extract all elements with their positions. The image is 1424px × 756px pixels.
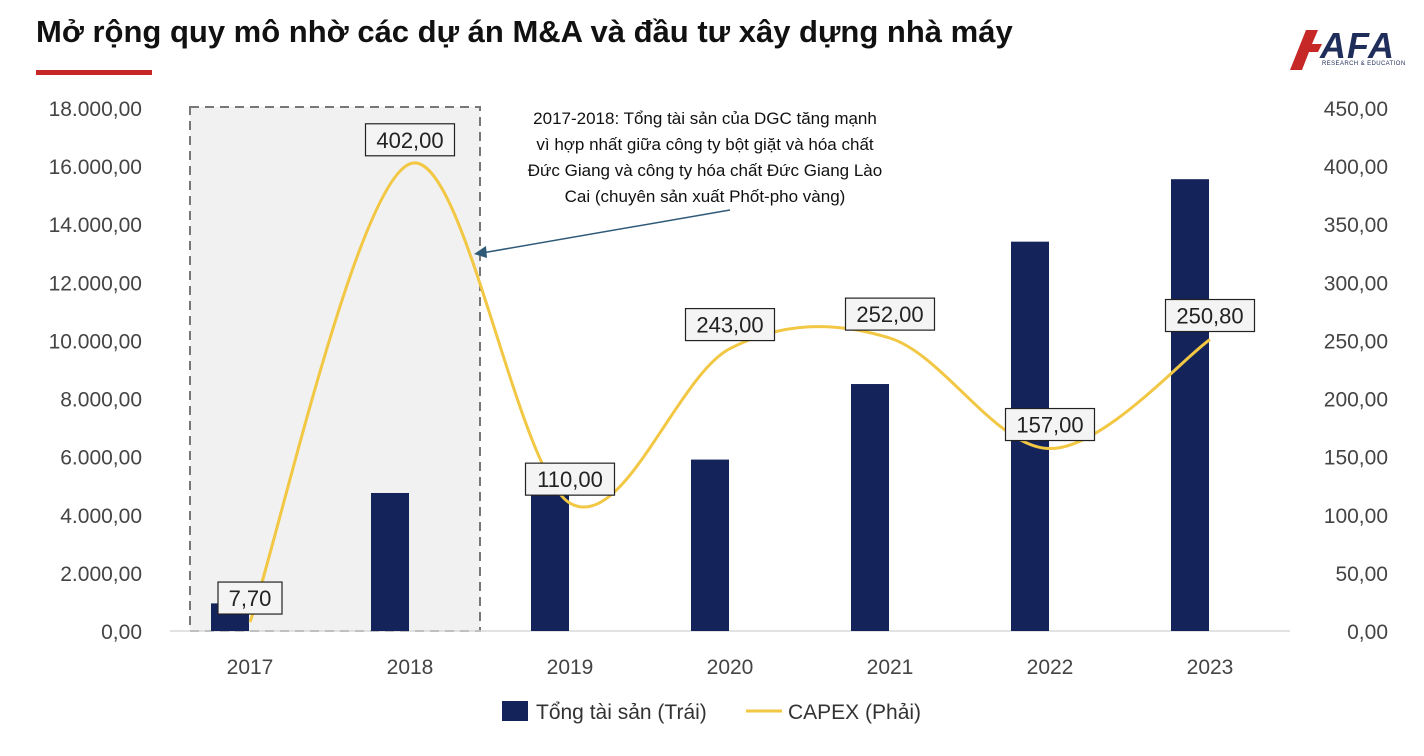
y-right-tick-label: 400,00 — [1324, 156, 1388, 179]
data-label-text: 250,80 — [1176, 304, 1243, 329]
y-left-tick-label: 10.000,00 — [49, 330, 142, 353]
data-label: 250,80 — [1164, 298, 1256, 333]
y-left-tick-label: 2.000,00 — [60, 563, 142, 586]
y-right-tick-label: 200,00 — [1324, 389, 1388, 412]
annotation-text: Đức Giang và công ty hóa chất Đức Giang … — [528, 161, 882, 180]
data-label-text: 243,00 — [696, 313, 763, 338]
data-label-text: 110,00 — [537, 467, 603, 492]
x-tick-label: 2023 — [1187, 656, 1234, 679]
data-label: 252,00 — [844, 297, 936, 331]
y-right-tick-label: 150,00 — [1324, 447, 1388, 470]
y-left-tick-label: 12.000,00 — [49, 272, 142, 295]
annotation-arrow-line — [481, 209, 731, 254]
data-label: 157,00 — [1004, 407, 1096, 442]
data-label-box — [364, 123, 456, 157]
data-label: 402,00 — [364, 123, 456, 157]
y-right-tick-label: 450,00 — [1324, 98, 1388, 121]
bar — [371, 492, 409, 631]
annotation-text: vì hợp nhất giữa công ty bột giặt và hóa… — [536, 135, 874, 154]
bar — [531, 491, 569, 631]
y-right-tick-label: 50,00 — [1335, 563, 1388, 586]
y-right-tick-label: 300,00 — [1324, 272, 1388, 295]
title-underline — [36, 70, 152, 75]
x-tick-label: 2018 — [387, 656, 434, 679]
x-tick-label: 2021 — [867, 656, 914, 679]
afa-logo-icon — [1290, 30, 1322, 70]
x-tick-label: 2020 — [707, 656, 754, 679]
y-right-tick-label: 0,00 — [1347, 621, 1388, 644]
highlight-box — [189, 106, 481, 632]
y-left-tick-label: 8.000,00 — [60, 389, 142, 412]
annotation-text: 2017-2018: Tổng tài sản của DGC tăng mạn… — [533, 109, 877, 128]
y-left-tick-label: 18.000,00 — [49, 98, 142, 121]
data-label-text: 402,00 — [376, 128, 443, 153]
y-right-tick-label: 250,00 — [1324, 330, 1388, 353]
bar — [1171, 179, 1209, 632]
data-label: 243,00 — [684, 307, 776, 342]
data-label-box — [524, 462, 616, 496]
bar — [851, 384, 889, 631]
data-label-text: 7,70 — [229, 586, 272, 611]
y-right-tick-label: 100,00 — [1324, 505, 1388, 528]
logo-text: AFA — [1320, 25, 1395, 66]
legend-bar-label: Tổng tài sản (Trái) — [536, 701, 707, 724]
bar — [691, 459, 729, 631]
data-label-box — [1004, 407, 1096, 442]
y-left-tick-label: 16.000,00 — [49, 156, 142, 179]
annotation-text: Cai (chuyên sản xuất Phốt-pho vàng) — [565, 187, 846, 206]
data-label-text: 157,00 — [1016, 413, 1083, 438]
annotation-arrowhead — [474, 246, 487, 258]
y-left-tick-label: 6.000,00 — [60, 447, 142, 470]
data-label-text: 252,00 — [856, 302, 923, 327]
data-label-box — [844, 297, 936, 331]
y-left-tick-label: 0,00 — [101, 621, 142, 644]
x-tick-label: 2017 — [227, 656, 274, 679]
data-label-box — [684, 307, 776, 342]
y-left-tick-label: 14.000,00 — [49, 214, 142, 237]
data-label-box — [217, 581, 283, 615]
chart-title: Mở rộng quy mô nhờ các dự án M&A và đầu … — [36, 14, 1013, 49]
data-label: 7,70 — [217, 581, 283, 615]
data-label: 110,00 — [524, 462, 616, 496]
logo-mark — [1290, 30, 1322, 70]
legend-bar-swatch — [502, 701, 528, 721]
y-right-tick-label: 350,00 — [1324, 214, 1388, 237]
capex-line — [248, 161, 1211, 623]
data-label-box — [1164, 298, 1256, 333]
legend-line-label: CAPEX (Phải) — [788, 701, 921, 724]
y-left-tick-label: 4.000,00 — [60, 505, 142, 528]
logo-subtitle: RESEARCH & EDUCATION — [1322, 61, 1406, 67]
x-tick-label: 2019 — [547, 656, 594, 679]
x-tick-label: 2022 — [1027, 656, 1074, 679]
